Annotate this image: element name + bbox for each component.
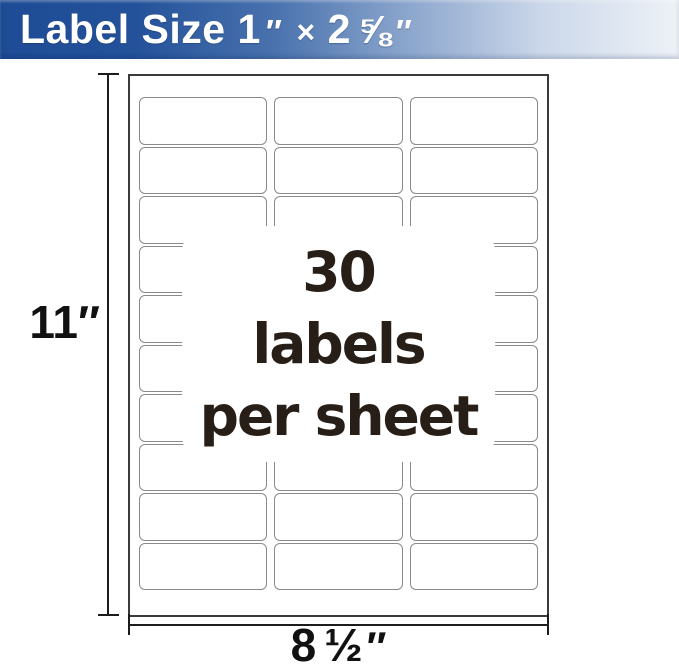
labels-per-sheet-callout: 30 labels per sheet [181,226,496,462]
label-cell [274,542,403,590]
labels-count: 30 [302,240,377,304]
banner-title: Label Size 1 ″ × 2 ⅝ ″ [0,6,413,53]
height-dimension-line [107,74,109,616]
multiply-sign: × [296,14,316,50]
banner-label-size-text: Label Size [20,6,226,52]
sheet-height-label: 11″ [29,296,100,348]
label-cell [274,146,403,194]
label-width-value: 1 [237,6,261,52]
width-fraction: ½ [324,619,363,671]
inch-mark: ″ [395,14,413,51]
label-cell [409,542,538,590]
label-cell [409,146,538,194]
label-cell [409,493,538,541]
label-cell [139,97,268,145]
height-dimension-bottom-tick [98,614,119,616]
label-cell [139,542,268,590]
label-cell [274,97,403,145]
label-cell [139,493,268,541]
inch-mark: ″ [366,624,387,670]
per-sheet-words: per sheet [199,384,480,448]
inch-mark: ″ [265,14,283,51]
label-cell [409,97,538,145]
width-dimension-right-tick [547,614,549,635]
label-cell [139,146,268,194]
width-dimension-left-tick [128,614,130,635]
banner: Label Size 1 ″ × 2 ⅝ ″ [0,0,679,59]
sheet-width-label: 8 ½″ [128,622,549,670]
width-dimension-line [128,624,549,626]
label-height-fraction: ⅝ [357,9,391,52]
label-height-whole: 2 [327,6,351,52]
height-dimension-top-tick [98,73,119,75]
width-number: 8 [290,619,317,671]
labels-word: labels [252,312,426,376]
label-sheet: 30 labels per sheet [128,74,549,617]
label-cell [274,493,403,541]
